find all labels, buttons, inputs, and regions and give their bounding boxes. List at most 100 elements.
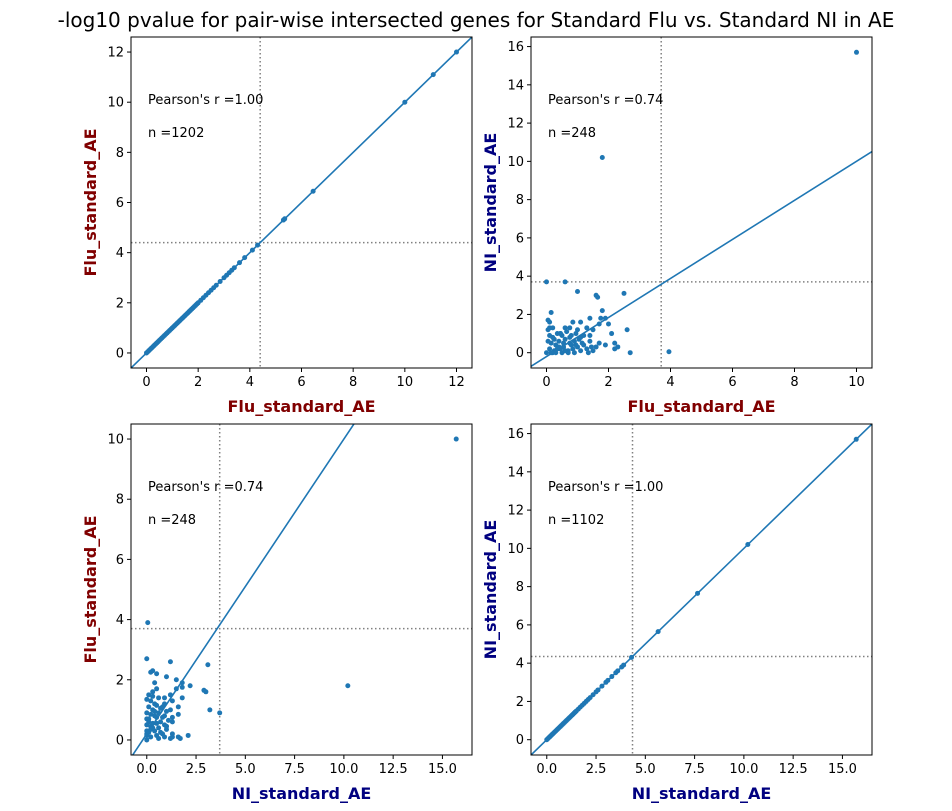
- data-point: [587, 332, 593, 338]
- data-point: [148, 698, 154, 704]
- y-tick-label: 2: [116, 673, 124, 688]
- y-tick-label: 12: [107, 46, 124, 61]
- regression-line: [531, 150, 872, 367]
- data-point: [612, 340, 618, 346]
- data-point: [602, 315, 608, 321]
- data-point: [599, 155, 605, 161]
- y-tick-label: 2: [116, 296, 124, 311]
- data-point: [571, 338, 577, 344]
- y-tick-label: 0: [116, 733, 124, 748]
- data-point: [609, 674, 615, 680]
- data-point: [557, 331, 563, 337]
- data-point: [167, 659, 173, 665]
- x-axis-label: NI_standard_AE: [632, 784, 772, 803]
- y-tick-label: 14: [507, 78, 524, 93]
- data-point: [544, 279, 549, 285]
- y-tick-label: 10: [107, 96, 124, 111]
- data-point: [146, 704, 152, 710]
- data-point: [573, 331, 579, 337]
- y-tick-label: 0: [516, 346, 524, 361]
- x-tick-label: 0: [542, 375, 550, 390]
- x-tick-label: 12.5: [779, 762, 808, 777]
- data-point: [568, 342, 574, 348]
- pearson-annotation: Pearson's r =1.00: [548, 480, 663, 495]
- pearson-annotation: Pearson's r =0.74: [548, 93, 663, 108]
- data-point: [217, 278, 223, 284]
- data-point: [145, 620, 151, 626]
- data-point: [163, 708, 169, 714]
- data-point: [615, 668, 621, 674]
- data-point: [621, 662, 627, 668]
- data-point: [564, 329, 570, 335]
- subplot-2: 0 2 4 6 8 10 0 2 4 6 8 10 12 14 16 Flu_standard_AE NI_st…: [481, 36, 873, 416]
- data-point: [602, 342, 608, 348]
- data-point: [547, 319, 553, 325]
- y-tick-label: 10: [507, 542, 524, 557]
- data-point: [150, 689, 156, 695]
- y-tick-label: 8: [516, 580, 524, 595]
- y-tick-label: 10: [507, 155, 524, 170]
- data-point: [165, 717, 171, 723]
- data-point: [599, 308, 605, 314]
- data-point: [575, 288, 580, 294]
- data-point: [163, 674, 169, 680]
- data-point: [150, 693, 156, 699]
- subplot-1: 0 2 4 6 8 10 12 0 2 4 6 8 10 12 Flu_standard_AE Flu_sta…: [81, 36, 473, 416]
- data-point: [169, 698, 175, 704]
- x-tick-label: 4: [666, 375, 674, 390]
- x-tick-label: 8: [790, 375, 798, 390]
- data-point: [853, 436, 859, 442]
- data-point: [175, 734, 181, 740]
- y-tick-label: 2: [516, 695, 524, 710]
- data-point: [606, 321, 611, 327]
- x-tick-label: 7.5: [684, 762, 705, 777]
- x-tick-label: 0.0: [536, 762, 557, 777]
- y-axis-label: Flu_standard_AE: [81, 128, 100, 276]
- y-tick-label: 4: [116, 246, 124, 261]
- data-point: [144, 732, 150, 738]
- axes-frame: [530, 423, 873, 756]
- x-tick-label: 6: [728, 375, 736, 390]
- y-tick-label: 2: [516, 308, 524, 323]
- x-tick-label: 10: [397, 375, 414, 390]
- y-tick-label: 0: [116, 346, 124, 361]
- y-tick-label: 4: [116, 613, 124, 628]
- data-point: [612, 346, 618, 352]
- data-point: [624, 327, 630, 333]
- data-point: [205, 662, 211, 668]
- data-point: [595, 294, 601, 300]
- data-point: [146, 692, 152, 698]
- data-point: [152, 680, 158, 686]
- data-point: [237, 260, 242, 266]
- x-tick-label: 12.5: [379, 762, 408, 777]
- data-point: [152, 701, 158, 707]
- x-tick-label: 10.0: [329, 762, 358, 777]
- data-point: [655, 629, 661, 635]
- y-tick-label: 14: [507, 465, 524, 480]
- subplot-3: 0.0 2.5 5.0 7.5 10.0 12.5 15.0 0 2 4 6 8 10 NI_standa…: [81, 423, 473, 803]
- data-point: [599, 683, 605, 689]
- x-tick-label: 7.5: [284, 762, 305, 777]
- data-point: [561, 340, 567, 346]
- data-point: [544, 350, 549, 356]
- data-point: [169, 731, 175, 737]
- data-point: [187, 683, 193, 689]
- data-point: [627, 350, 633, 356]
- data-point: [162, 695, 168, 701]
- data-point: [217, 710, 223, 716]
- data-point: [590, 327, 596, 333]
- data-point: [154, 686, 160, 692]
- data-point: [556, 338, 562, 344]
- data-point: [562, 336, 568, 342]
- data-point: [179, 695, 185, 701]
- data-point: [156, 710, 162, 716]
- data-point: [598, 315, 604, 321]
- data-point: [571, 350, 577, 356]
- data-point: [575, 327, 580, 333]
- data-point: [160, 704, 166, 710]
- pearson-annotation: Pearson's r =1.00: [148, 93, 263, 108]
- data-point: [562, 325, 568, 331]
- data-point: [578, 334, 584, 340]
- data-point: [179, 680, 185, 686]
